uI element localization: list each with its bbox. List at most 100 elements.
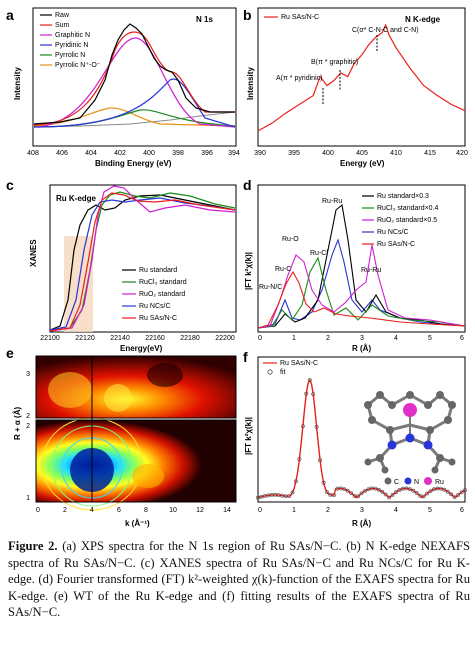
fit-point [259,494,264,499]
xtick: 3 [360,507,364,514]
panel-b-label: b [243,7,252,23]
fit-point [390,492,395,497]
panel-a-legend: Raw Sum Graphitic N Pyridinic N Pyrrolic… [40,12,101,69]
fit-point [328,492,333,497]
xtick: 0 [258,335,262,342]
a-raw [33,23,235,125]
fit-point [256,495,260,500]
c-ru-ncs [49,197,236,331]
legend-ru-standard: Ru standard×0.3 [377,193,429,200]
fit-point [300,424,305,429]
c-ru-standard [49,194,236,331]
fit-point [287,494,292,499]
c-ru-sas [49,192,236,332]
panel-a-curves [33,23,236,128]
fit-point [304,391,309,396]
fit-point [290,490,295,495]
panel-a: a N 1s Intensity Binding Energy (eV) 408… [6,7,240,168]
fit-point [280,493,285,498]
fit-point [452,495,457,500]
fit-point [456,493,461,497]
xtick: 390 [254,150,266,157]
xtick: 6 [460,335,464,342]
fit-point [428,489,433,494]
fit-point [435,486,440,491]
fit-point [442,487,447,492]
xtick: 4 [394,335,398,342]
xtick: 3 [360,335,364,342]
atom-n-label: N [414,479,419,486]
panel-a-ylabel: Intensity [13,67,22,100]
xtick: 415 [424,150,436,157]
panel-f-frame [257,356,466,503]
panel-a-label: a [6,7,14,23]
fit-point [431,487,436,492]
xtick: 396 [201,150,213,157]
panel-c-curves [49,185,236,332]
legend-graphitic: Graphitic N [55,32,90,39]
caption-lead: Figure 2. [8,539,58,553]
xtick: 0 [258,507,262,514]
panel-e: e R + α (Å) 3 2 2 1 0 2 4 6 8 10 12 14 k… [6,345,237,528]
legend-pyrrolic-no: Pyrrolic N⁺-O⁻ [55,62,101,69]
xtick: 406 [56,150,68,157]
xtick: 5 [428,335,432,342]
a-pyridinic-n [33,78,236,128]
xtick: 400 [322,150,334,157]
fit-point [387,495,392,500]
fit-point [425,491,430,496]
atom-c-label: C [394,479,399,486]
d-peak-label: Ru-C [275,266,291,273]
xtick: 8 [144,507,148,514]
fit-point [445,489,450,494]
xtick: 5 [428,507,432,514]
b-annotation-c: C(σ* C-N-C and C-N) [352,27,419,34]
panel-c-label: c [6,177,14,193]
f-legend-data: Ru SAs/N-C [280,360,318,367]
panel-d-xlabel: R (Å) [352,344,371,353]
xtick: 405 [356,150,368,157]
d-rucl3 [257,256,466,329]
fit-point [404,486,409,491]
d-ru-sas [257,270,466,329]
panel-d-label: d [243,177,252,193]
fit-point [262,494,267,498]
fit-point [366,487,371,492]
panel-c: c Ru K-edge XANES Energy(eV) 22100 22120… [6,177,237,353]
panel-d-curves [257,203,466,329]
fit-point [342,487,347,492]
panel-b-xlabel: Energy (eV) [340,159,385,168]
f-molecule-inset [364,391,456,474]
xtick: 2 [326,335,330,342]
ytick: 2 [26,413,30,420]
xtick: 410 [390,150,402,157]
fit-point [449,492,454,497]
fit-point [400,486,405,491]
xtick: 420 [456,150,468,157]
a-baseline [33,111,236,128]
panel-b-title: N K-edge [405,15,441,24]
xtick: 0 [36,507,40,514]
fit-point [314,424,319,429]
xtick: 4 [90,507,94,514]
xtick: 400 [143,150,155,157]
panel-a-xticks: 408 406 404 402 400 398 396 394 [27,150,240,157]
panel-d-frame [257,184,466,333]
legend-ru-standard: Ru standard [139,267,177,274]
xtick: 12 [196,507,204,514]
d-ruo2 [257,244,466,329]
fit-point [369,486,374,491]
d-peak-label: Ru-Ru [322,198,342,205]
figure: a N 1s Intensity Binding Energy (eV) 408… [6,7,468,528]
xtick: 2 [326,507,330,514]
panel-d-ylabel: |FT k²χ(k)| [244,252,253,290]
xtick: 1 [292,335,296,342]
fit-point [411,488,416,493]
xtick: 22160 [145,335,165,342]
panel-b: b N K-edge Ru SAs/N-C Intensity Energy (… [243,7,468,168]
panel-d: d |FT k²χ(k)| R (Å) 0 1 2 3 4 5 6 Ru-Ru … [243,177,466,353]
fit-point [297,457,302,462]
panel-f-xticks: 0 1 2 3 4 5 6 [258,507,464,514]
panel-a-frame [32,7,237,147]
d-peak-label: Ru-Ru [361,267,381,274]
